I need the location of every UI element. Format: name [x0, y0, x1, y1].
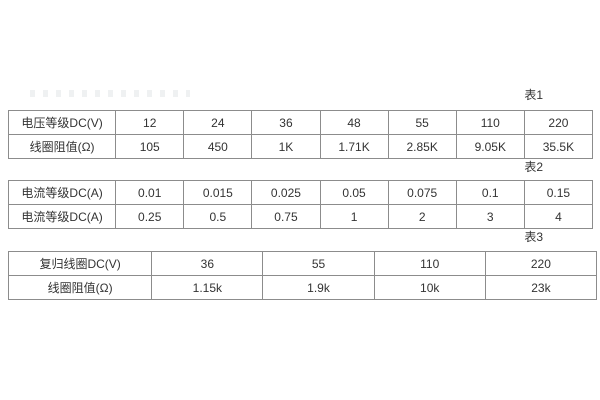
table-cell: 0.05 [319, 180, 389, 205]
table-cell: 24 [183, 110, 253, 135]
table-cell: 0.25 [115, 204, 185, 229]
voltage-grade-table: 电压等级DC(V) 12 24 36 48 55 110 220 线圈阻值(Ω)… [7, 110, 594, 159]
table-cell: 2.85K [387, 134, 457, 159]
table-row: 复归线圈DC(V) 36 55 110 220 [7, 251, 598, 276]
table-cell: 35.5K [523, 134, 594, 159]
table-cell: 36 [251, 110, 321, 135]
row-header: 复归线圈DC(V) [7, 251, 153, 276]
table-cell: 12 [115, 110, 185, 135]
table2-caption: 表2 [524, 160, 543, 174]
row-header: 电压等级DC(V) [7, 110, 117, 135]
row-header: 电流等级DC(A) [7, 204, 117, 229]
table-cell: 0.5 [183, 204, 253, 229]
table-cell: 105 [115, 134, 185, 159]
table-cell: 23k [484, 275, 598, 300]
faint-watermark [30, 90, 190, 97]
reset-coil-table: 复归线圈DC(V) 36 55 110 220 线圈阻值(Ω) 1.15k 1.… [7, 251, 598, 300]
table-cell: 220 [523, 110, 594, 135]
table-cell: 1.15k [151, 275, 264, 300]
table-cell: 110 [455, 110, 525, 135]
table-cell: 4 [523, 204, 594, 229]
table-row: 电流等级DC(A) 0.01 0.015 0.025 0.05 0.075 0.… [7, 180, 594, 205]
current-grade-table: 电流等级DC(A) 0.01 0.015 0.025 0.05 0.075 0.… [7, 180, 594, 229]
table-cell: 1K [251, 134, 321, 159]
table-cell: 220 [484, 251, 598, 276]
table-cell: 2 [387, 204, 457, 229]
row-header: 电流等级DC(A) [7, 180, 117, 205]
table-cell: 9.05K [455, 134, 525, 159]
table-cell: 55 [262, 251, 375, 276]
table-cell: 0.025 [251, 180, 321, 205]
row-header: 线圈阻值(Ω) [7, 275, 153, 300]
table-cell: 450 [183, 134, 253, 159]
table1-caption: 表1 [524, 88, 543, 102]
table-cell: 48 [319, 110, 389, 135]
table-cell: 36 [151, 251, 264, 276]
table-cell: 55 [387, 110, 457, 135]
table-cell: 0.015 [183, 180, 253, 205]
table3-caption: 表3 [524, 230, 543, 244]
table-cell: 1.9k [262, 275, 375, 300]
table-row: 线圈阻值(Ω) 1.15k 1.9k 10k 23k [7, 275, 598, 300]
table-cell: 0.075 [387, 180, 457, 205]
table-cell: 0.1 [455, 180, 525, 205]
table-cell: 0.75 [251, 204, 321, 229]
table-cell: 1 [319, 204, 389, 229]
table-cell: 3 [455, 204, 525, 229]
table-row: 电流等级DC(A) 0.25 0.5 0.75 1 2 3 4 [7, 204, 594, 229]
table-cell: 0.01 [115, 180, 185, 205]
table-row: 电压等级DC(V) 12 24 36 48 55 110 220 [7, 110, 594, 135]
table-cell: 110 [373, 251, 486, 276]
row-header: 线圈阻值(Ω) [7, 134, 117, 159]
table-row: 线圈阻值(Ω) 105 450 1K 1.71K 2.85K 9.05K 35.… [7, 134, 594, 159]
table-cell: 0.15 [523, 180, 594, 205]
table-cell: 10k [373, 275, 486, 300]
table-cell: 1.71K [319, 134, 389, 159]
